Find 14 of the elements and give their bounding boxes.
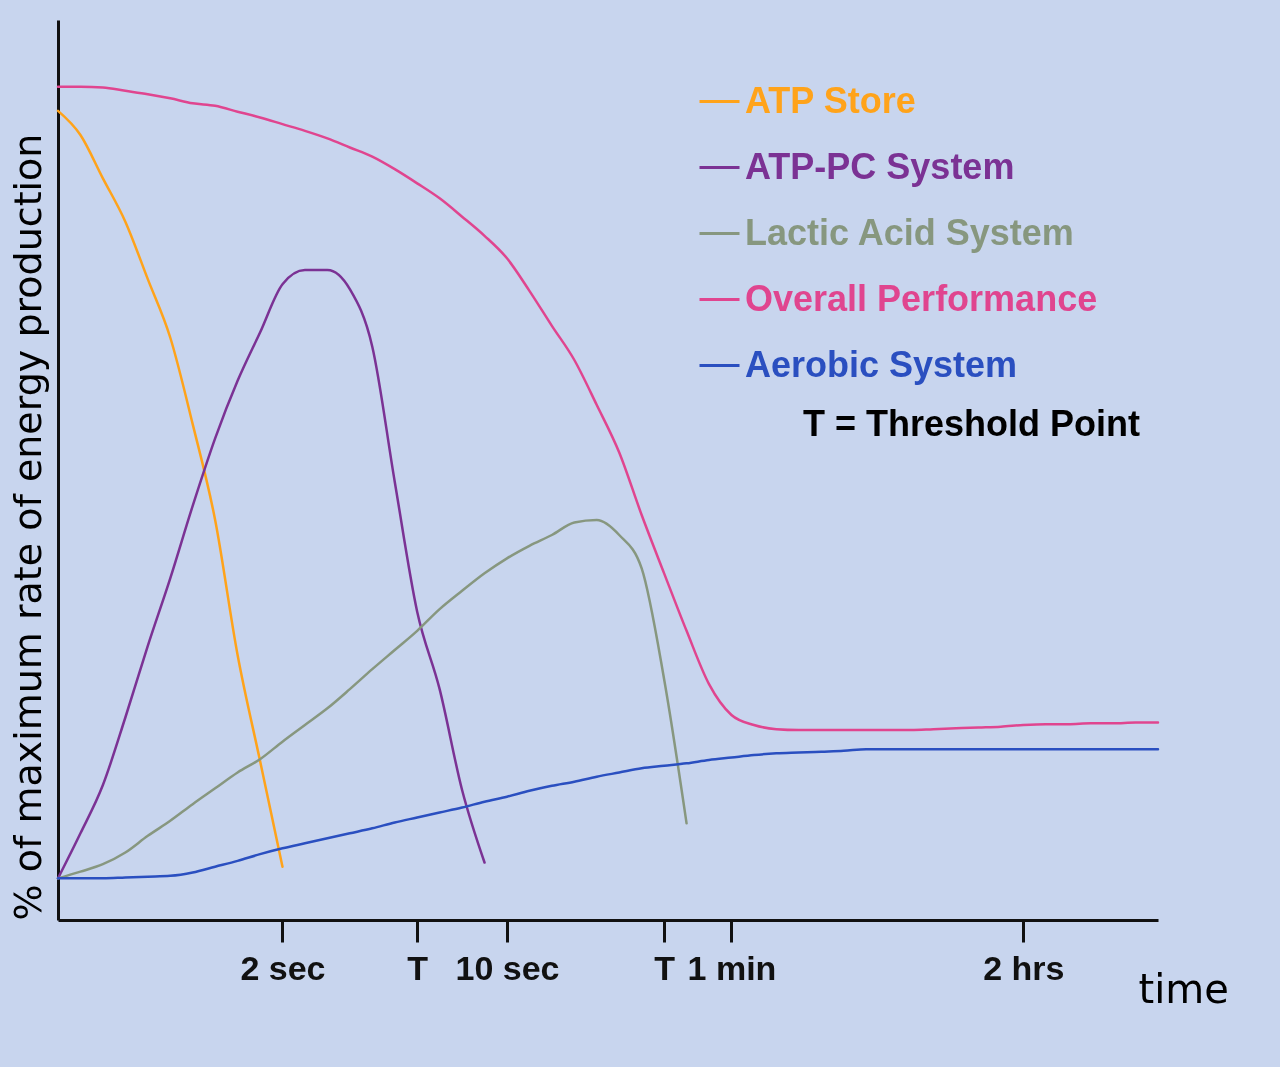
x-tick-label: 10 sec [455, 948, 560, 987]
legend-label: ATP-PC System [745, 145, 1015, 187]
x-tick-label: 1 min [687, 948, 777, 987]
y-axis-title: % of maximum rate of energy production [5, 133, 50, 921]
annotation: T = Threshold Point [803, 403, 1141, 444]
legend-label: Lactic Acid System [745, 211, 1074, 253]
legend-label: Aerobic System [745, 343, 1018, 385]
x-tick-label: T [654, 948, 676, 987]
x-tick-label: T [407, 948, 429, 987]
x-tick-label: 2 hrs [983, 948, 1065, 987]
legend-label: Overall Performance [745, 277, 1098, 319]
x-axis-title: time [1138, 965, 1229, 1012]
x-tick-label: 2 sec [240, 948, 326, 987]
legend-label: ATP Store [745, 79, 916, 121]
